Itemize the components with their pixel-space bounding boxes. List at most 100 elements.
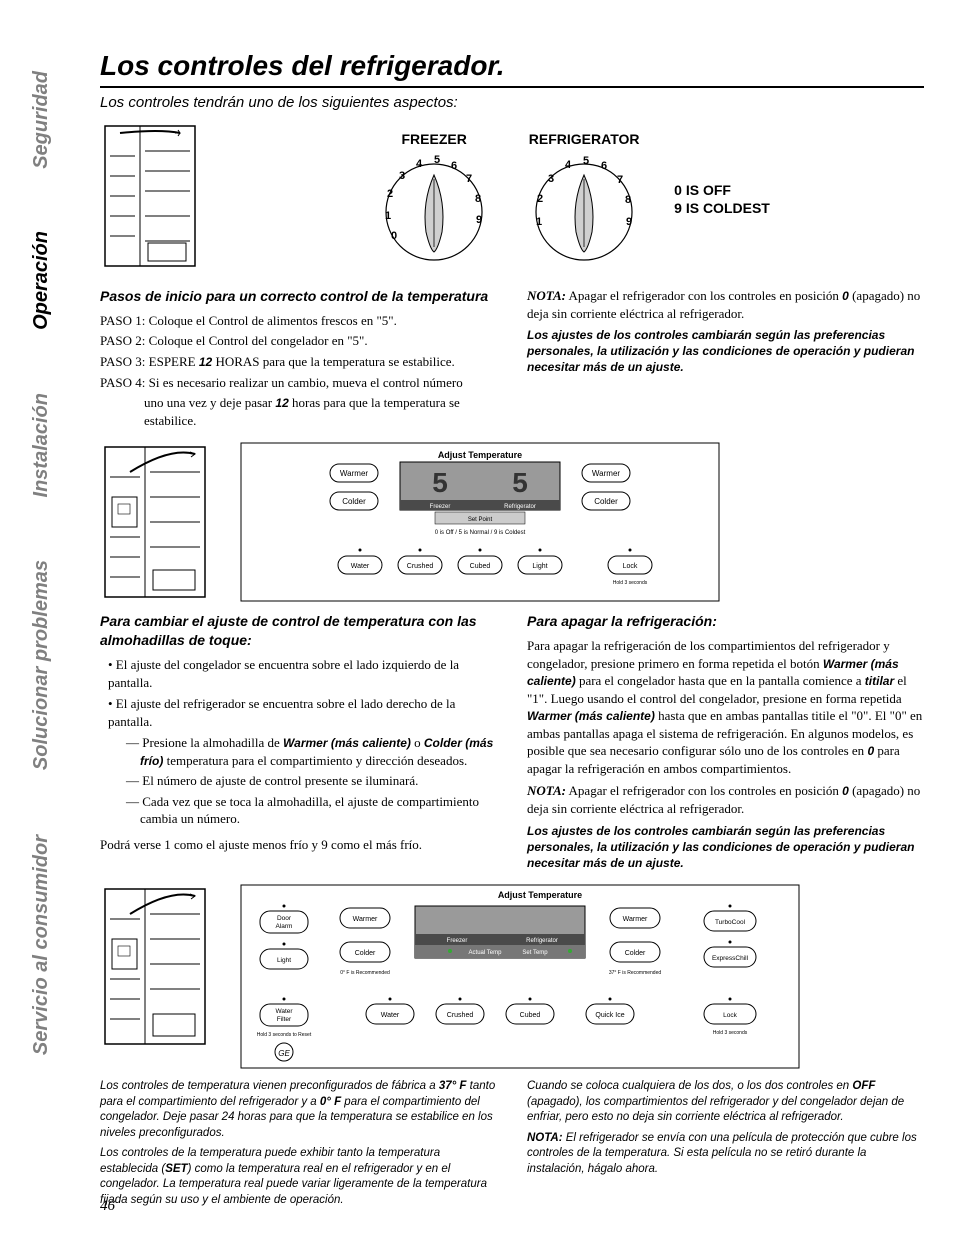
svg-text:7: 7 xyxy=(617,174,623,186)
svg-text:Set Point: Set Point xyxy=(468,517,493,523)
svg-text:Crushed: Crushed xyxy=(407,563,434,570)
svg-text:Water: Water xyxy=(351,563,370,570)
svg-text:5: 5 xyxy=(434,154,440,166)
svg-text:Adjust Temperature: Adjust Temperature xyxy=(498,890,582,900)
svg-text:Cubed: Cubed xyxy=(520,1012,541,1019)
fridge-diagram-2 xyxy=(100,442,210,602)
page-title: Los controles del refrigerador. xyxy=(100,50,924,88)
steps-heading: Pasos de inicio para un correcto control… xyxy=(100,287,497,306)
svg-text:Water: Water xyxy=(275,1008,293,1015)
svg-text:9: 9 xyxy=(476,214,482,226)
freezer-dial-label: FREEZER xyxy=(374,131,494,147)
svg-text:Cubed: Cubed xyxy=(470,563,491,570)
svg-text:1: 1 xyxy=(385,210,391,222)
bullet-1: • El ajuste del congelador se encuentra … xyxy=(100,656,497,691)
svg-text:Hold 3 seconds: Hold 3 seconds xyxy=(713,1030,748,1036)
svg-text:Colder: Colder xyxy=(355,950,376,957)
svg-text:0° F is Recommended: 0° F is Recommended xyxy=(340,970,390,976)
svg-text:Hold 3 seconds: Hold 3 seconds xyxy=(613,580,648,586)
sidebar-servicio: Servicio al consumidor xyxy=(30,835,53,1055)
svg-text:Alarm: Alarm xyxy=(276,923,293,930)
svg-text:Colder: Colder xyxy=(625,950,646,957)
bullet-2: • El ajuste del refrigerador se encuentr… xyxy=(100,695,497,730)
off-heading: Para apagar la refrigeración: xyxy=(527,612,924,631)
svg-text:Freezer: Freezer xyxy=(447,938,468,944)
page-number: 46 xyxy=(100,1198,115,1215)
svg-text:Water: Water xyxy=(381,1012,400,1019)
svg-text:0 is Off / 5 is Normal / 9 is: 0 is Off / 5 is Normal / 9 is Coldest xyxy=(435,530,526,536)
sub-bullet-1: — Presione la almohadilla de Warmer (más… xyxy=(100,734,497,769)
svg-text:GE: GE xyxy=(278,1049,290,1058)
fridge-diagram-3 xyxy=(100,884,210,1049)
svg-text:Lock: Lock xyxy=(623,563,638,570)
main-content: Los controles del refrigerador. Los cont… xyxy=(100,50,924,1213)
adjust-note-b: Los ajustes de los controles cambiarán s… xyxy=(527,823,924,872)
control-panel-c: Adjust Temperature DoorAlarm Light Water… xyxy=(240,884,924,1069)
svg-text:Warmer: Warmer xyxy=(353,916,378,923)
svg-text:Warmer: Warmer xyxy=(623,916,648,923)
svg-text:Light: Light xyxy=(277,957,291,964)
sub-bullet-3: — Cada vez que se toca la almohadilla, e… xyxy=(100,793,497,828)
step-1: PASO 1: Coloque el Control de alimentos … xyxy=(100,312,497,330)
svg-text:6: 6 xyxy=(601,160,607,172)
touchpad-heading: Para cambiar el ajuste de control de tem… xyxy=(100,612,497,650)
svg-text:3: 3 xyxy=(548,173,554,185)
svg-text:7: 7 xyxy=(466,173,472,185)
svg-text:Colder: Colder xyxy=(594,497,618,506)
svg-text:Colder: Colder xyxy=(342,497,366,506)
fridge-dial-label: REFRIGERATOR xyxy=(524,131,644,147)
adjust-note-a: Los ajustes de los controles cambiarán s… xyxy=(527,327,924,376)
scale-note: Podrá verse 1 como el ajuste menos frío … xyxy=(100,836,497,854)
foot-right-2: NOTA: El refrigerador se envía con una p… xyxy=(527,1131,924,1178)
off-paragraph: Para apagar la refrigeración de los comp… xyxy=(527,637,924,777)
sidebar-operacion: Operación xyxy=(30,231,53,330)
svg-text:Hold 3 seconds to Reset: Hold 3 seconds to Reset xyxy=(257,1032,312,1038)
svg-text:Crushed: Crushed xyxy=(447,1012,474,1019)
svg-text:4: 4 xyxy=(565,159,572,171)
svg-text:TurboCool: TurboCool xyxy=(715,919,746,926)
foot-right-1: Cuando se coloca cualquiera de los dos, … xyxy=(527,1079,924,1126)
sidebar-nav: Seguridad Operación Instalación Solucion… xyxy=(30,60,60,1200)
svg-text:Set Temp: Set Temp xyxy=(522,950,548,956)
svg-text:2: 2 xyxy=(537,193,543,205)
svg-text:Door: Door xyxy=(277,915,292,922)
svg-text:Light: Light xyxy=(532,563,547,570)
foot-left-2: Los controles de la temperatura puede ex… xyxy=(100,1146,497,1208)
refrigerator-dial: 123 456 789 xyxy=(524,147,644,267)
step-4: PASO 4: Si es necesario realizar un camb… xyxy=(100,374,497,392)
svg-text:ExpressChill: ExpressChill xyxy=(712,955,749,962)
svg-text:Adjust Temperature: Adjust Temperature xyxy=(438,450,522,460)
svg-text:4: 4 xyxy=(416,158,423,170)
svg-text:0: 0 xyxy=(391,230,397,242)
svg-text:Lock: Lock xyxy=(723,1012,737,1019)
dial-legend: 0 IS OFF 9 IS COLDEST xyxy=(674,181,770,217)
svg-text:1: 1 xyxy=(536,216,542,228)
svg-text:5: 5 xyxy=(512,467,528,498)
svg-text:8: 8 xyxy=(475,193,481,205)
sidebar-solucionar: Solucionar problemas xyxy=(30,560,53,770)
svg-text:Warmer: Warmer xyxy=(340,469,368,478)
svg-text:Actual Temp: Actual Temp xyxy=(469,950,503,956)
svg-text:Refrigerator: Refrigerator xyxy=(526,938,558,944)
svg-text:8: 8 xyxy=(625,194,631,206)
sidebar-instalacion: Instalación xyxy=(30,393,53,497)
svg-text:3: 3 xyxy=(399,170,405,182)
step-3: PASO 3: ESPERE 12 HORAS para que la temp… xyxy=(100,353,497,371)
step-2: PASO 2: Coloque el Control del congelado… xyxy=(100,332,497,350)
svg-text:5: 5 xyxy=(583,155,589,167)
svg-text:Freezer: Freezer xyxy=(430,504,451,510)
foot-left-1: Los controles de temperatura vienen prec… xyxy=(100,1079,497,1141)
svg-text:5: 5 xyxy=(432,467,448,498)
control-panel-b: Adjust Temperature Warmer Colder Warmer … xyxy=(240,442,924,602)
svg-text:Refrigerator: Refrigerator xyxy=(504,504,536,510)
svg-text:Filter: Filter xyxy=(277,1016,292,1023)
page-subtitle: Los controles tendrán uno de los siguien… xyxy=(100,94,924,111)
note-b: NOTA: Apagar el refrigerador con los con… xyxy=(527,782,924,817)
svg-text:2: 2 xyxy=(387,188,393,200)
note-a: NOTA: Apagar el refrigerador con los con… xyxy=(527,287,924,322)
svg-text:6: 6 xyxy=(451,160,457,172)
svg-text:37° F is Recommended: 37° F is Recommended xyxy=(609,970,662,976)
sidebar-seguridad: Seguridad xyxy=(30,71,53,169)
svg-text:Warmer: Warmer xyxy=(592,469,620,478)
svg-text:Quick Ice: Quick Ice xyxy=(595,1012,624,1019)
